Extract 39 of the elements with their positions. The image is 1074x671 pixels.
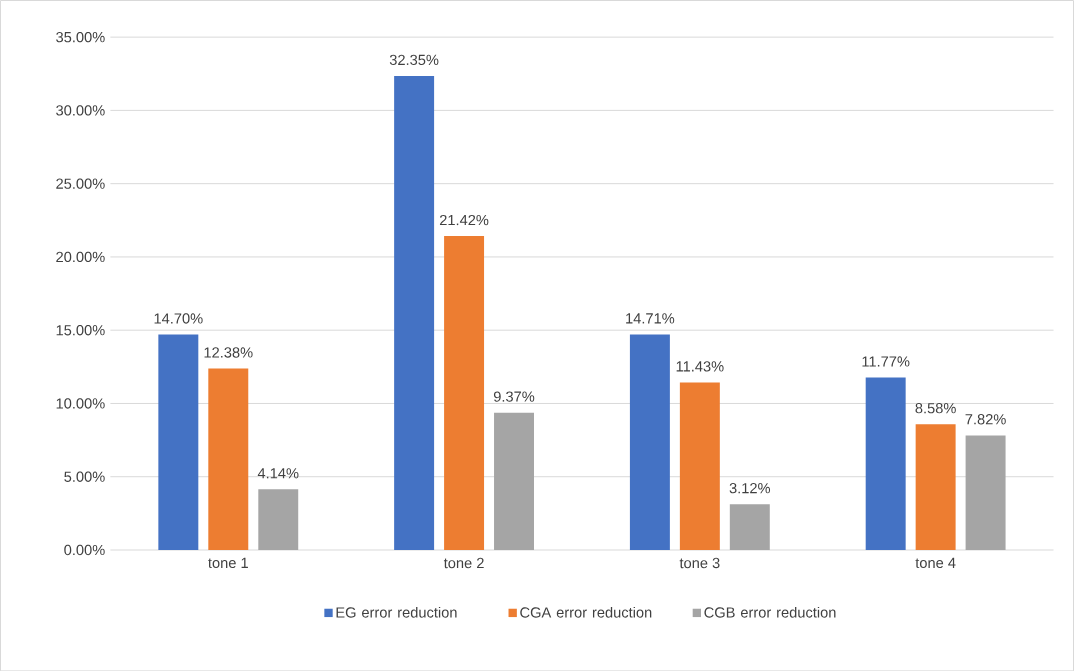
x-tick-label: tone 2 — [443, 557, 484, 568]
legend-label: EG error reduction — [336, 606, 457, 618]
bar — [494, 412, 534, 550]
y-tick-label: 0.00% — [64, 544, 105, 555]
bar — [915, 424, 956, 550]
data-label: 8.58% — [915, 402, 956, 414]
bar — [444, 235, 485, 550]
data-label: 11.77% — [862, 356, 910, 367]
bar — [629, 334, 670, 550]
x-tick-label: tone 4 — [915, 557, 956, 568]
data-label: 14.71% — [626, 313, 675, 324]
bar — [729, 504, 770, 550]
x-tick-label: tone 1 — [208, 557, 248, 568]
bar — [394, 75, 435, 550]
y-tick-label: 30.00% — [56, 105, 105, 116]
data-label: 11.43% — [676, 361, 724, 372]
data-label: 12.38% — [204, 347, 253, 358]
y-tick-label: 5.00% — [64, 471, 105, 482]
y-tick-label: 15.00% — [56, 324, 105, 336]
bar — [208, 368, 249, 550]
data-label: 4.14% — [257, 467, 299, 479]
data-label: 14.70% — [154, 313, 203, 324]
data-label: 3.12% — [729, 482, 771, 494]
data-label: 9.37% — [493, 391, 535, 402]
y-tick-label: 20.00% — [56, 251, 105, 262]
legend-label: CGB error reduction — [704, 606, 836, 618]
y-tick-label: 35.00% — [56, 31, 105, 43]
y-tick-label: 25.00% — [56, 178, 105, 189]
data-label: 7.82% — [965, 413, 1006, 425]
data-label: 32.35% — [389, 54, 439, 65]
data-label: 21.42% — [439, 214, 489, 226]
x-tick-label: tone 3 — [679, 557, 720, 568]
bar — [258, 489, 299, 550]
legend-label: CGA error reduction — [520, 606, 652, 618]
bar — [158, 334, 199, 550]
bar — [865, 377, 906, 550]
bar — [679, 382, 720, 550]
bar — [965, 435, 1006, 550]
y-tick-label: 10.00% — [56, 398, 105, 409]
